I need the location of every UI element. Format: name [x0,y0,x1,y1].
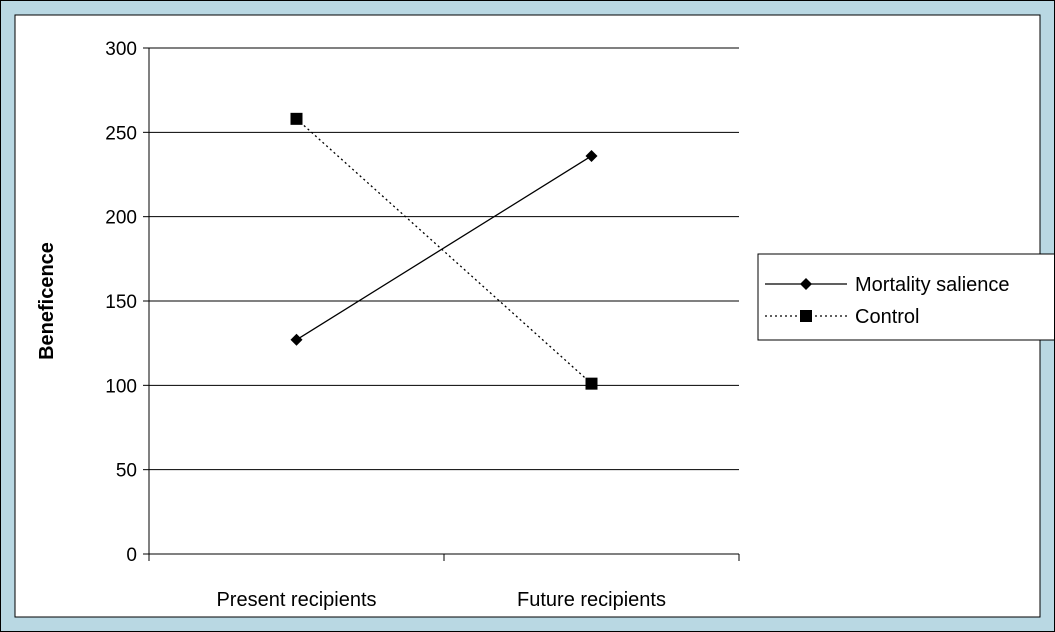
legend: Mortality salience Control [757,253,1054,341]
series-1 [290,112,598,390]
y-tick-label: 50 [116,461,137,482]
x-category-label: Future recipients [517,589,666,611]
legend-label: Control [855,306,919,328]
y-tick-label: 300 [105,39,137,60]
legend-marker [800,278,812,290]
axes [143,47,740,561]
y-tick-label: 250 [105,123,137,144]
y-tick-label: 100 [105,376,137,397]
legend-item: Control [765,306,919,328]
y-axis-title: Beneficence [36,242,58,360]
data-point [290,333,303,346]
gridlines [149,47,739,471]
y-tick-label: 200 [105,208,137,229]
legend-marker [800,310,812,322]
legend-item: Mortality salience [765,274,1010,296]
series-line [296,118,592,385]
legend-label: Mortality salience [855,274,1010,296]
data-point [585,149,598,162]
data-point [585,377,598,390]
data-point [290,112,303,125]
y-tick-label: 150 [105,292,137,313]
series-0 [290,149,598,346]
series-layer [290,112,598,390]
legend-items: Mortality salience Control [765,274,1010,328]
y-tick-label: 0 [126,545,137,566]
series-line [296,155,592,341]
legend-box [757,253,1054,341]
tick-labels: 0 50 100 150 200 250 300 Present recipients Futu… [105,39,666,611]
x-category-label: Present recipients [216,589,376,611]
